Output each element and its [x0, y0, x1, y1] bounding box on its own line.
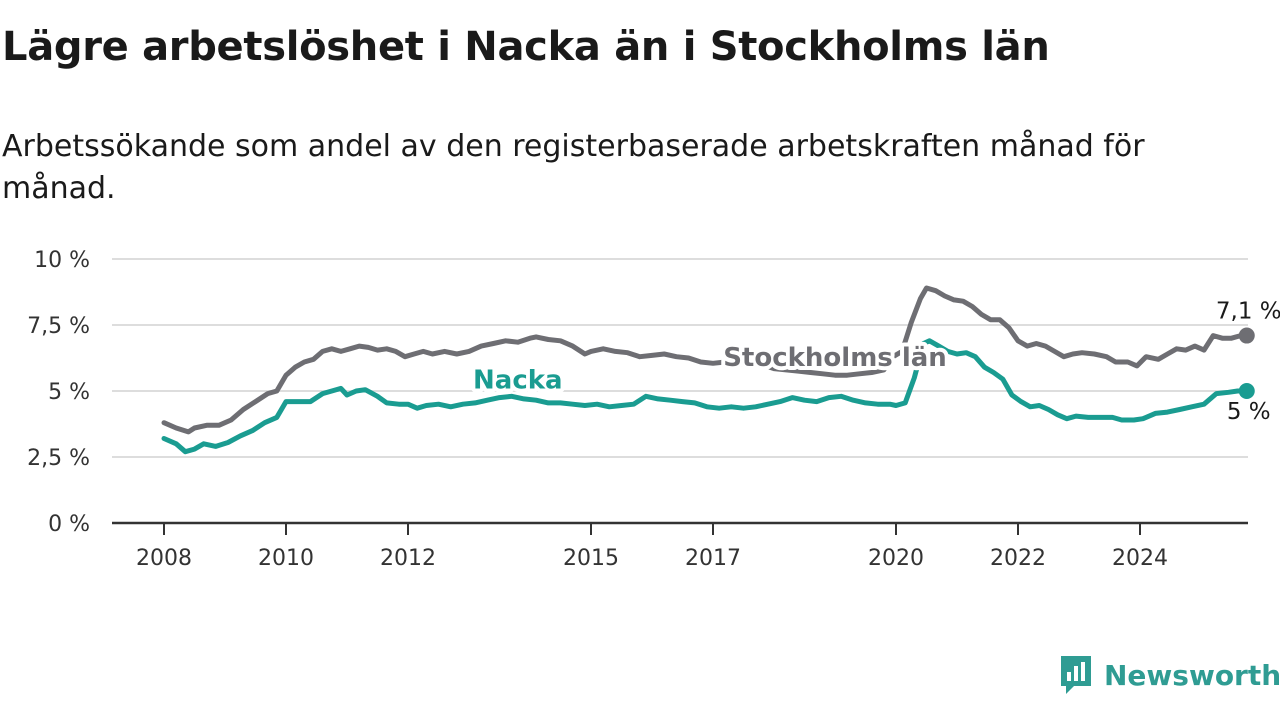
- series-labels: 7,1 % 5 % Nacka Stockholms län: [469, 299, 1280, 425]
- brand-logo: Newsworthy: [1058, 654, 1280, 696]
- newsworthy-logo-icon: [1061, 656, 1091, 694]
- series-line-stockholms-lan: [161, 285, 1250, 435]
- x-tick-label: 2015: [563, 546, 619, 571]
- y-tick-label: 10 %: [34, 248, 90, 273]
- series-label-nacka: Nacka: [473, 365, 563, 395]
- y-tick-label: 7,5 %: [27, 314, 90, 339]
- end-value-label-stockholms-lan: 7,1 %: [1216, 299, 1280, 325]
- x-tick-label: 2010: [258, 546, 314, 571]
- series-lines: [161, 285, 1255, 455]
- x-axis-ticks: 2008 2010 2012 2015 2017 2020 2022 2024: [136, 523, 1168, 571]
- x-tick-label: 2017: [685, 546, 741, 571]
- end-value-label-nacka: 5 %: [1227, 399, 1271, 425]
- y-tick-label: 5 %: [48, 380, 90, 405]
- x-tick-label: 2022: [990, 546, 1046, 571]
- y-tick-label: 2,5 %: [27, 446, 90, 471]
- x-tick-label: 2012: [380, 546, 436, 571]
- chart-title: Lägre arbetslöshet i Nacka än i Stockhol…: [2, 24, 1050, 70]
- series-line-nacka: [161, 338, 1250, 455]
- y-tick-label: 0 %: [48, 512, 90, 537]
- x-tick-label: 2024: [1112, 546, 1168, 571]
- end-point-stockholms-lan: [1238, 327, 1255, 344]
- x-tick-label: 2008: [136, 546, 192, 571]
- x-tick-label: 2020: [868, 546, 924, 571]
- brand-name: Newsworthy: [1104, 658, 1280, 692]
- end-point-nacka: [1238, 383, 1255, 399]
- series-label-stockholms-lan: Stockholms län: [723, 343, 947, 373]
- chart-subtitle: Arbetssökande som andel av den registerb…: [2, 129, 1145, 206]
- y-axis-ticks: 0 % 2,5 % 5 % 7,5 % 10 %: [27, 248, 90, 537]
- grid-lines: [112, 258, 1248, 458]
